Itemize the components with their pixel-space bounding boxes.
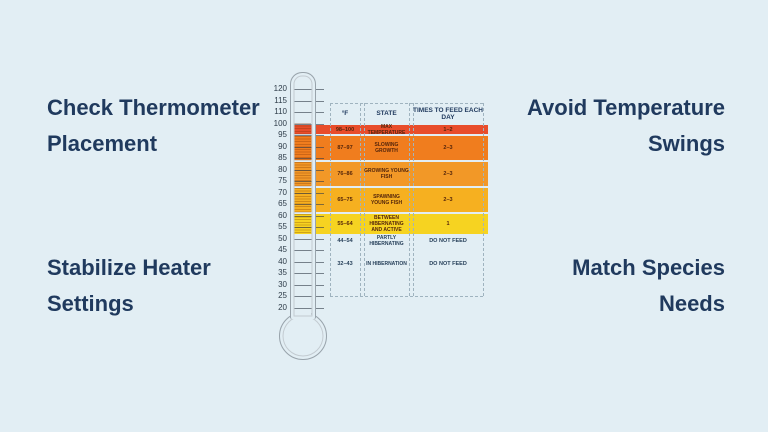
scale-tick (292, 204, 324, 205)
row-state: SLOWING GROWTH (374, 142, 399, 154)
header-state: STATE (376, 110, 397, 118)
scale-tick (292, 273, 324, 274)
temp-band (292, 162, 488, 186)
scale-label: 100 (273, 118, 287, 128)
heading-top-left: Check Thermometer Placement (47, 95, 260, 156)
scale-tick (292, 100, 324, 102)
temp-band (292, 214, 488, 234)
temp-band (292, 188, 488, 212)
row-feed: DO NOT FEED (429, 261, 467, 267)
table-column-divider (409, 103, 410, 296)
row-range: 55–64 (337, 221, 353, 227)
table-border-top (330, 103, 483, 104)
scale-label: 50 (278, 233, 287, 243)
thermometer-liquid-texture (294, 123, 311, 234)
row-feed: 1 (446, 221, 450, 227)
scale-tick (292, 296, 324, 297)
scale-label: 80 (278, 164, 287, 174)
row-state: MAX TEMPERATURE (367, 123, 406, 136)
row-feed: 2–3 (443, 171, 453, 177)
row-range: 98–100 (335, 126, 355, 133)
row-feed: 1–2 (443, 126, 453, 133)
scale-label: 45 (278, 245, 287, 254)
row-range: 65–75 (337, 197, 353, 203)
table-column-divider (413, 103, 414, 296)
row-range: 76–86 (337, 171, 353, 177)
scale-label: 30 (278, 279, 287, 289)
table-column-divider (360, 103, 361, 296)
scale-label: 25 (278, 291, 287, 300)
row-state: BETWEEN HIBERNATING AND ACTIVE (369, 215, 404, 233)
scale-label: 40 (278, 256, 287, 266)
row-range: 87–97 (337, 145, 353, 151)
row-range: 44–54 (337, 238, 353, 244)
heading-bottom-left: Stabilize Heater Settings (47, 255, 211, 316)
table-border-right (483, 103, 484, 296)
scale-tick (292, 238, 324, 240)
row-state: PARTLY HIBERNATING (369, 235, 404, 247)
row-state: GROWING YOUNG FISH (364, 168, 409, 180)
scale-tick (292, 261, 324, 263)
scale-tick (292, 112, 324, 113)
thermometer-tube (290, 72, 316, 319)
row-state: SPAWNING YOUNG FISH (370, 194, 403, 206)
scale-tick (292, 158, 324, 159)
table-column-divider (364, 103, 365, 296)
scale-label: 60 (278, 210, 287, 220)
header-temp: °F (341, 110, 349, 118)
scale-tick (292, 192, 324, 194)
row-feed: 2–3 (443, 197, 453, 203)
scale-tick (292, 169, 324, 171)
table-border-left (330, 103, 331, 296)
scale-tick (292, 250, 324, 251)
scale-label: 95 (278, 130, 287, 139)
row-feed: 2–3 (443, 145, 453, 151)
row-feed: DO NOT FEED (429, 238, 467, 244)
header-feed: TIMES TO FEED EACH DAY (413, 106, 483, 122)
temp-band (292, 125, 488, 134)
thermometer-neck (294, 311, 311, 322)
scale-label: 90 (278, 141, 287, 151)
scale-tick (292, 181, 324, 182)
scale-label: 20 (278, 302, 287, 312)
scale-label: 65 (278, 199, 287, 208)
scale-tick (292, 146, 324, 148)
scale-label: 110 (274, 107, 287, 116)
row-state: IN HIBERNATION (366, 261, 407, 267)
scale-label: 75 (278, 176, 287, 185)
table-border-bottom (330, 296, 483, 297)
scale-label: 115 (274, 95, 287, 105)
heading-bottom-right: Match Species Needs (572, 255, 725, 316)
scale-label: 85 (278, 153, 287, 162)
scale-label: 70 (278, 187, 287, 197)
scale-tick (292, 227, 324, 228)
scale-label: 35 (278, 268, 287, 277)
scale-tick (292, 215, 324, 217)
heading-top-right: Avoid Temperature Swings (526, 95, 725, 156)
scale-tick (292, 123, 324, 125)
temp-band (292, 136, 488, 160)
row-range: 32–43 (337, 261, 353, 267)
scale-label: 55 (278, 222, 287, 231)
scale-label: 120 (273, 84, 287, 93)
scale-tick (292, 89, 324, 90)
scale-tick (292, 284, 324, 286)
scale-tick (292, 135, 324, 136)
